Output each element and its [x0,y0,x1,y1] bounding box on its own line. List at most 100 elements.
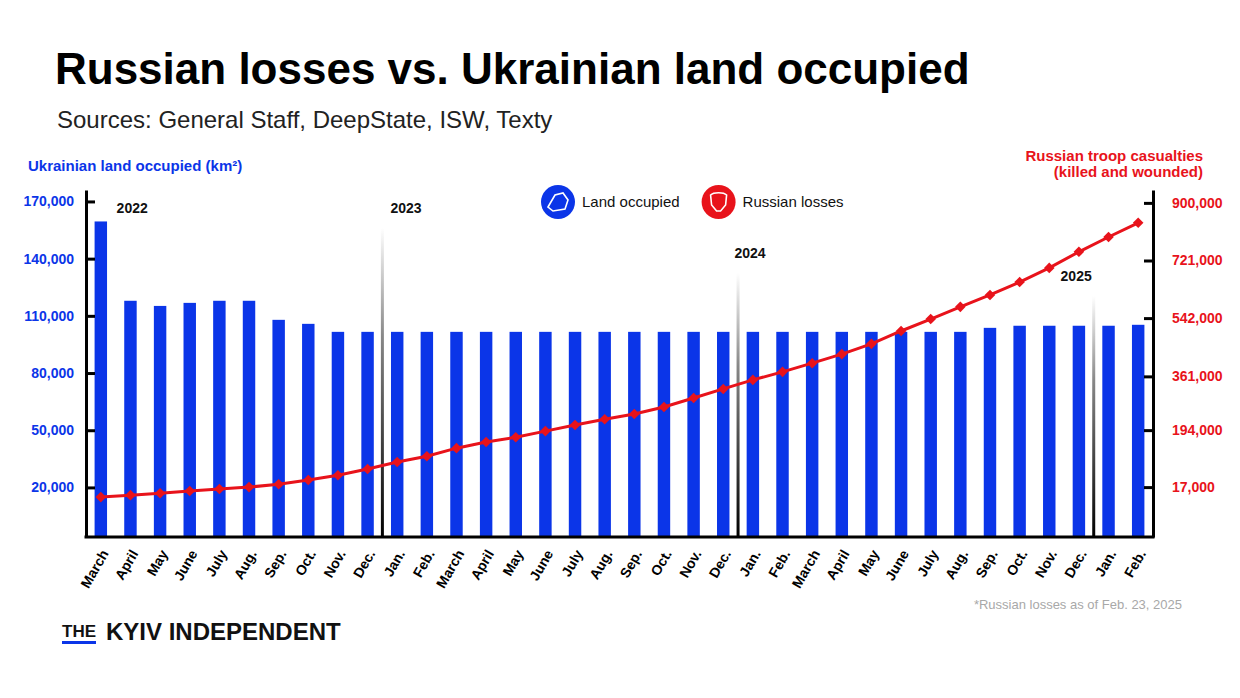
marker [244,482,255,493]
tick-mark [86,315,95,318]
y2-axis-title-line: Russian troop casualties [1025,147,1203,164]
bar [213,301,225,537]
marker [96,492,107,503]
tick-mark [1144,259,1153,262]
legend-label: Russian losses [743,193,844,210]
marker [570,420,581,431]
tick-label: Oct. [647,547,674,579]
subtitle: Sources: General Staff, DeepState, ISW, … [57,106,552,133]
brand-small: THE [62,622,96,641]
bar [154,306,166,537]
tick: Aug. [942,537,971,582]
tick: Aug. [586,537,615,582]
tick: June [882,537,912,583]
tick: July [558,537,586,579]
bar [361,332,373,537]
tick: 140,000 [23,251,95,267]
legend-glyph [711,193,727,211]
marker [599,414,610,425]
tick: Dec. [350,537,379,581]
marker [1074,247,1085,258]
tick-label: Nov. [676,547,705,580]
marker [896,326,907,337]
marker [303,475,314,486]
tick-label: 20,000 [31,479,74,495]
year-divider [1092,296,1095,537]
tick-label: April [823,547,853,583]
tick-label: March [789,547,823,591]
bar [806,332,818,537]
tick: May [499,537,527,579]
bar [569,332,581,537]
tick-label: 50,000 [31,422,74,438]
tick: May [143,537,171,579]
bar [747,332,759,537]
marker [807,358,818,369]
bar [95,221,107,537]
tick-label: Sep. [972,547,1001,581]
marker [688,393,699,404]
tick: Oct. [647,537,674,579]
tick-label: July [558,547,586,579]
tick: 721,000 [1144,252,1223,268]
tick-label: Sep. [617,547,646,581]
tick-label: Dec. [705,547,734,581]
bar [658,332,670,537]
marker [659,402,670,413]
tick-mark [86,372,95,375]
tick-label: Jan. [380,547,408,579]
marker [629,409,640,420]
legend-icon [702,185,736,219]
tick: Jan. [380,537,408,579]
bar [1073,326,1085,537]
marker [1103,232,1114,243]
tick-label: June [882,547,912,583]
tick: July [202,537,230,579]
axis-line [85,536,1155,539]
tick: 17,000 [1144,479,1215,495]
tick-label: 170,000 [23,193,74,209]
tick: 110,000 [24,308,95,324]
bar [450,332,462,537]
tick-mark [86,258,95,261]
tick: Sep. [972,537,1001,581]
y2-axis-title: Russian troop casualties(killed and woun… [1025,147,1203,180]
bar [776,332,788,537]
tick: Oct. [292,537,319,579]
marker [214,484,225,495]
tick-label: 361,000 [1172,368,1223,384]
marker [925,314,936,325]
tick-label: 80,000 [31,365,74,381]
tick-label: March [433,547,467,591]
tick: Feb. [765,537,793,580]
tick-label: Jan. [1092,547,1120,579]
tick-label: Feb. [1121,547,1149,580]
brand-underline [62,641,96,644]
bar [687,332,699,537]
chart: Russian losses vs. Ukrainian land occupi… [0,0,1240,698]
tick-label: 542,000 [1172,310,1223,326]
tick: Sep. [617,537,646,581]
tick: Dec. [1061,537,1090,581]
year-label: 2022 [117,200,148,216]
year-divider [737,273,740,537]
tick: Feb. [409,537,437,580]
tick-mark [1144,375,1153,378]
marker [1044,263,1055,274]
bar [717,332,729,537]
marker [837,349,848,360]
tick-mark [86,200,95,203]
legend: Land occupiedRussian losses [541,185,843,219]
tick-label: Oct. [292,547,319,579]
tick-label: Jan. [736,547,764,579]
bar [421,332,433,537]
plot-area [95,218,1145,537]
marker [184,486,195,497]
tick-mark [86,486,95,489]
tick-label: April [467,547,497,583]
title: Russian losses vs. Ukrainian land occupi… [55,44,970,93]
legend-icon [541,185,575,219]
y-axis: 20,000 50,000 80,000 110,000 140,000 170,000 [23,191,95,538]
tick-mark [1144,202,1153,205]
tick-label: July [914,547,942,579]
